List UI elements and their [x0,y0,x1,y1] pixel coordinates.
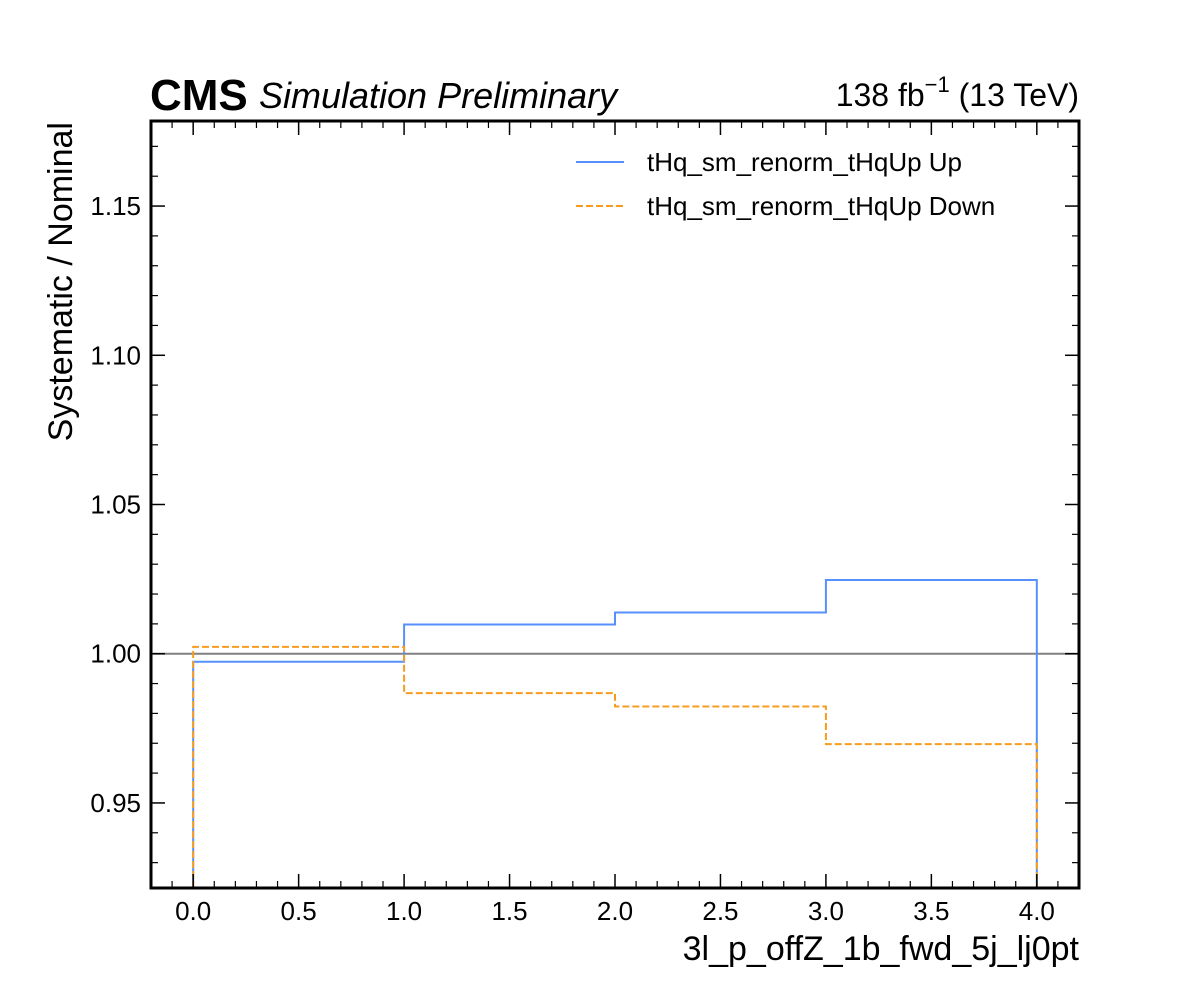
x-tick-label: 3.0 [808,896,844,926]
y-axis-title: Systematic / Nominal [42,122,80,441]
x-tick-label: 1.5 [491,896,527,926]
x-tick-label: 4.0 [1019,896,1055,926]
y-tick-label: 0.95 [90,788,141,818]
series-line-down [192,645,1038,888]
series-line-up [192,579,1038,888]
y-tick-label: 1.10 [90,340,141,370]
lumi-value: 138 fb [836,77,925,113]
x-tick-label: 0.0 [175,896,211,926]
x-tick-label: 2.0 [597,896,633,926]
axis-ticks: 0.0 0.5 1.0 1.5 2.0 2.5 3.0 3.5 4.0 0.95 1.00 1.05 1… [90,121,1079,926]
plot-area [151,579,1079,888]
x-tick-label: 2.5 [702,896,738,926]
x-tick-label: 1.0 [386,896,422,926]
x-axis-title: 3l_p_offZ_1b_fwd_5j_lj0pt [683,930,1080,968]
plot-frame [149,119,1081,890]
y-tick-label: 1.15 [90,191,141,221]
x-tick-label: 3.5 [913,896,949,926]
legend-label-up: tHq_sm_renorm_tHqUp Up [647,147,962,177]
legend-label-down: tHq_sm_renorm_tHqUp Down [647,191,995,221]
y-tick-label: 1.05 [90,490,141,520]
lumi-energy: (13 TeV) [950,77,1079,113]
legend: tHq_sm_renorm_tHqUp Up tHq_sm_renorm_tHqU… [576,147,995,221]
experiment-label: CMS [150,71,248,120]
x-tick-label: 0.5 [281,896,317,926]
lumi-exponent: −1 [925,72,950,97]
experiment-sublabel: Simulation Preliminary [259,75,619,116]
lumi-label: 138 fb−1 (13 TeV) [836,72,1079,113]
y-tick-label: 1.00 [90,639,141,669]
